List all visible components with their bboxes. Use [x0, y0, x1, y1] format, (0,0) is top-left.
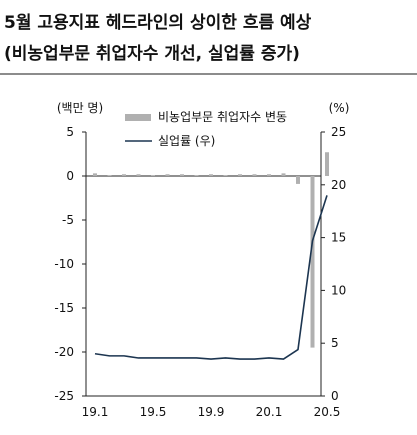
right-axis-tick-label: 15	[331, 231, 346, 245]
x-axis-tick-label: 20.1	[256, 405, 283, 419]
legend-bar-label: 비농업부문 취업자수 변동	[158, 110, 287, 124]
employment-change-bar	[194, 175, 199, 176]
chart-title-line1: 5월 고용지표 헤드라인의 상이한 흐름 예상	[4, 13, 312, 33]
employment-change-bar	[180, 174, 184, 176]
employment-change-bar	[136, 174, 141, 176]
employment-change-bar	[252, 174, 257, 176]
employment-change-bar	[107, 175, 112, 176]
employment-change-bar	[310, 176, 315, 348]
left-axis-unit-label: (백만 명)	[57, 101, 103, 115]
employment-change-bar	[238, 174, 242, 176]
x-axis-tick-label: 19.5	[140, 405, 167, 419]
employment-change-bar	[93, 173, 97, 176]
right-axis-tick-label: 20	[331, 178, 346, 192]
legend-bar-swatch	[125, 114, 151, 121]
left-axis-tick-label: 5	[66, 125, 74, 139]
title-divider	[0, 73, 417, 75]
left-axis-tick-label: -20	[54, 345, 74, 359]
left-axis-tick-label: -25	[54, 389, 74, 403]
legend-line-label: 실업률 (우)	[158, 134, 215, 148]
left-axis-tick-label: -10	[54, 257, 74, 271]
employment-change-bar	[325, 152, 329, 176]
employment-change-bar	[281, 173, 286, 176]
right-axis-tick-label: 5	[331, 336, 339, 350]
right-axis-tick-label: 10	[331, 283, 346, 297]
x-axis-tick-label: 19.1	[82, 405, 109, 419]
employment-change-bar	[165, 174, 170, 176]
right-axis-tick-label: 25	[331, 125, 346, 139]
employment-change-bar	[122, 174, 126, 176]
chart-title-line2: (비농업부문 취업자수 개선, 실업률 증가)	[4, 44, 300, 64]
right-axis-unit-label: (%)	[329, 101, 350, 115]
x-axis-tick-label: 19.9	[198, 405, 225, 419]
left-axis-tick-label: 0	[66, 169, 74, 183]
employment-change-bar	[223, 175, 228, 176]
left-axis-tick-label: -5	[62, 213, 74, 227]
right-axis-tick-label: 0	[331, 389, 339, 403]
employment-change-bar	[296, 176, 300, 184]
unemployment-rate-line	[94, 195, 328, 360]
employment-change-bar	[267, 174, 271, 176]
employment-change-bar	[151, 175, 155, 176]
x-axis-tick-label: 20.5	[314, 405, 341, 419]
left-axis-tick-label: -15	[54, 301, 74, 315]
employment-change-bar	[209, 174, 213, 176]
